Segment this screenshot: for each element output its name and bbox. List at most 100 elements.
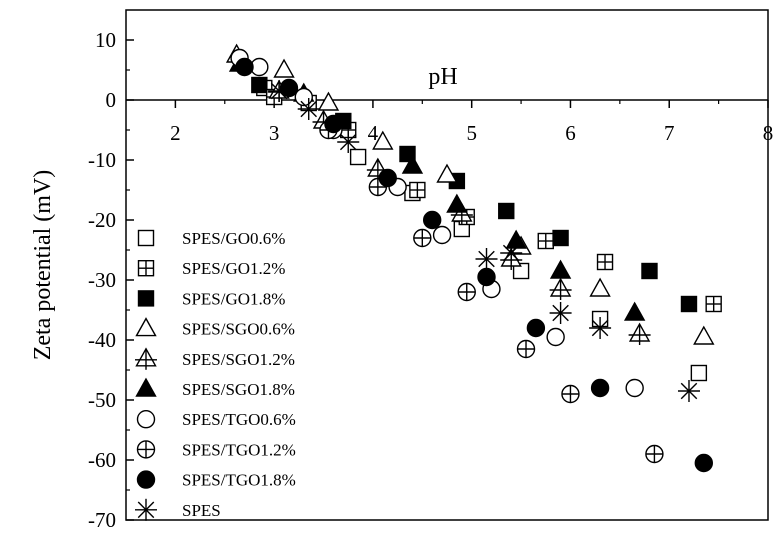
y-tick-label: -50 (88, 388, 116, 412)
data-point (317, 91, 340, 111)
legend-label: SPES/TGO1.2% (182, 440, 296, 459)
legend-item: SPES/GO1.2% (137, 259, 285, 278)
legend-item: SPES/TGO1.2% (136, 440, 296, 459)
data-point (645, 444, 664, 464)
data-point (537, 232, 554, 250)
legend-item: SPES/GO1.8% (137, 289, 285, 308)
data-point (561, 384, 580, 404)
data-point (677, 380, 700, 402)
legend-item: SPES/SGO1.8% (135, 377, 295, 399)
data-point (268, 80, 291, 102)
legend-item: SPES/TGO0.6% (136, 410, 296, 429)
legend-item: SPES/SGO0.6% (135, 317, 295, 339)
legend-label: SPES/TGO0.6% (182, 410, 296, 429)
data-point (349, 148, 367, 166)
legend-label: SPES/SGO1.2% (182, 350, 295, 369)
data-point (596, 253, 614, 271)
data-point (625, 378, 644, 398)
data-point (549, 277, 572, 300)
data-point (498, 202, 515, 220)
data-point (401, 154, 424, 174)
series-10 (268, 80, 700, 402)
legend-marker (136, 410, 156, 429)
x-axis-title: pH (428, 64, 457, 90)
data-point (693, 325, 715, 345)
data-point (526, 318, 546, 338)
legend-marker (136, 440, 156, 459)
legend-marker (137, 290, 155, 307)
data-point (589, 277, 611, 297)
data-point (279, 78, 299, 98)
y-axis-title: Zeta potential (mV) (30, 170, 56, 361)
legend-label: SPES/GO0.6% (182, 229, 285, 248)
data-point (512, 262, 530, 280)
data-point (589, 317, 612, 339)
data-point (378, 168, 397, 188)
data-point (273, 58, 295, 78)
legend-marker (137, 260, 155, 277)
data-point (549, 302, 572, 324)
data-point (294, 87, 313, 107)
x-tick-label: 7 (664, 121, 675, 145)
data-point (500, 242, 523, 264)
data-point (297, 98, 320, 120)
data-point (446, 193, 468, 213)
data-point (694, 453, 713, 473)
y-tick-label: -20 (88, 208, 116, 232)
data-point (457, 282, 476, 302)
axis-ticks: 2 3 4 5 6 7 8 10 0 -10 -20 -30 -40 -50 -60 -70 (88, 28, 773, 532)
x-tick-label: 4 (368, 121, 379, 145)
series-3 (251, 76, 698, 313)
legend-label: SPES (182, 501, 221, 520)
legend-item: SPES/SGO1.2% (135, 347, 295, 370)
data-point (628, 322, 651, 345)
data-point (549, 259, 572, 279)
data-point (623, 301, 646, 321)
data-point (680, 295, 698, 313)
data-point (235, 57, 254, 77)
x-tick-label: 5 (466, 121, 477, 145)
legend-item: SPES/TGO1.8% (136, 470, 296, 490)
legend-marker (136, 470, 156, 489)
legend-marker (135, 377, 157, 397)
legend-label: SPES/TGO1.8% (182, 471, 296, 490)
data-point (324, 114, 343, 134)
data-point (422, 210, 442, 230)
legend-marker (137, 229, 155, 247)
y-tick-label: -30 (88, 268, 116, 292)
y-tick-label: -70 (88, 508, 116, 532)
x-tick-label: 8 (763, 121, 774, 145)
legend-marker (135, 347, 157, 370)
y-tick-label: 0 (106, 88, 117, 112)
data-point (590, 378, 610, 398)
x-tick-label: 3 (269, 121, 280, 145)
data-point (546, 327, 565, 347)
data-point (436, 163, 458, 183)
legend-label: SPES/SGO0.6% (182, 320, 295, 339)
legend-item: SPES (135, 498, 221, 521)
data-point (641, 262, 658, 280)
data-point (251, 76, 268, 94)
legend-item: SPES/GO0.6% (137, 229, 285, 248)
data-point (475, 248, 498, 270)
legend-label: SPES/GO1.2% (182, 259, 285, 278)
data-point (337, 131, 360, 153)
plot-area: 2 3 4 5 6 7 8 10 0 -10 -20 -30 -40 -50 -60 -70 (88, 9, 773, 532)
data-point (372, 130, 394, 150)
plot-frame (125, 9, 769, 521)
y-tick-label: -10 (88, 148, 116, 172)
y-tick-label: -60 (88, 448, 116, 472)
series-9 (235, 57, 713, 473)
data-point (690, 364, 708, 382)
y-tick-label: 10 (95, 28, 116, 52)
data-point (409, 181, 426, 199)
data-point (432, 225, 452, 245)
legend-label: SPES/GO1.8% (182, 289, 285, 308)
data-point (552, 229, 569, 247)
y-tick-label: -40 (88, 328, 116, 352)
legend-marker (135, 317, 157, 337)
data-point (413, 228, 432, 248)
legend-label: SPES/SGO1.8% (182, 380, 295, 399)
x-tick-label: 6 (565, 121, 576, 145)
